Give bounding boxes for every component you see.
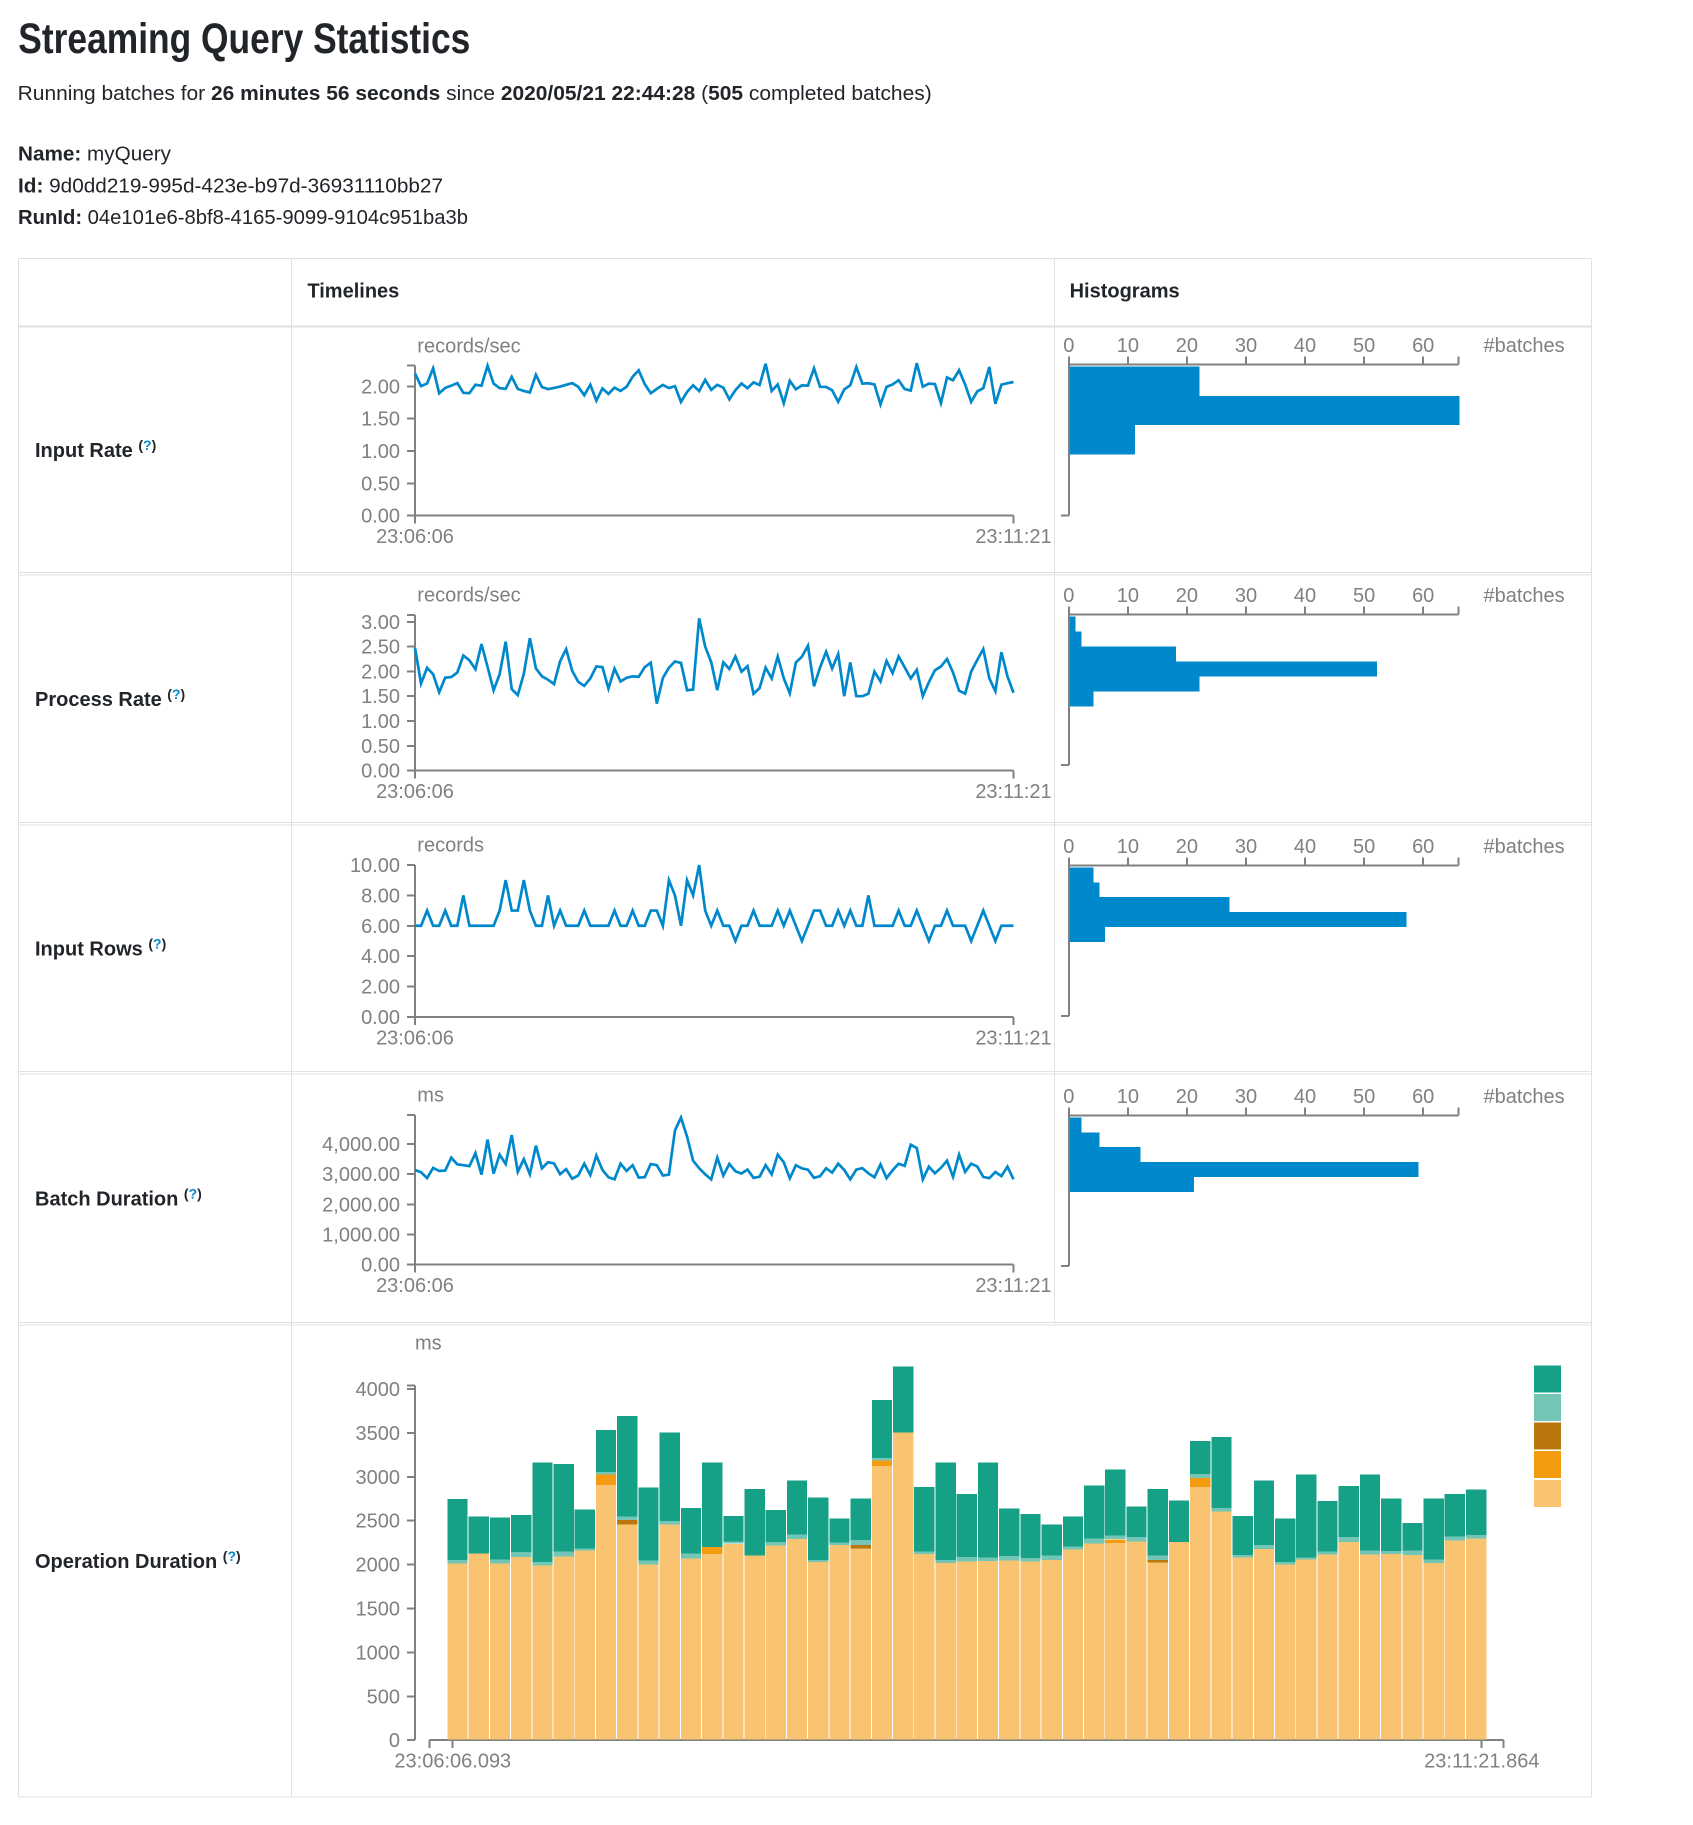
svg-text:1500: 1500	[356, 1599, 401, 1621]
svg-text:2500: 2500	[356, 1511, 401, 1533]
svg-text:0.00: 0.00	[361, 1007, 400, 1029]
svg-text:1000: 1000	[356, 1642, 401, 1664]
svg-text:0.00: 0.00	[361, 506, 400, 528]
svg-text:8.00: 8.00	[361, 885, 400, 907]
svg-text:3000: 3000	[356, 1467, 401, 1489]
svg-text:20: 20	[1176, 1086, 1198, 1108]
svg-text:23:06:06: 23:06:06	[376, 1275, 454, 1297]
svg-text:1.50: 1.50	[361, 686, 400, 708]
svg-text:4,000.00: 4,000.00	[322, 1134, 400, 1156]
svg-text:60: 60	[1412, 1086, 1434, 1108]
svg-text:40: 40	[1294, 585, 1316, 607]
svg-text:2.00: 2.00	[361, 661, 400, 683]
svg-text:23:06:06.093: 23:06:06.093	[394, 1751, 511, 1773]
svg-text:23:11:21: 23:11:21	[975, 781, 1051, 803]
svg-text:#batches: #batches	[1484, 335, 1565, 357]
svg-text:0: 0	[389, 1730, 400, 1752]
svg-text:#batches: #batches	[1484, 1086, 1565, 1108]
svg-text:#batches: #batches	[1484, 836, 1565, 858]
svg-text:1.00: 1.00	[361, 441, 400, 463]
svg-text:Batch Duration (?): Batch Duration (?)	[35, 1186, 202, 1211]
svg-text:Histograms: Histograms	[1070, 281, 1180, 303]
svg-text:50: 50	[1353, 585, 1375, 607]
svg-text:40: 40	[1294, 836, 1316, 858]
svg-text:Process Rate (?): Process Rate (?)	[35, 686, 185, 711]
svg-text:1,000.00: 1,000.00	[322, 1225, 400, 1247]
svg-text:1.50: 1.50	[361, 409, 400, 431]
svg-text:20: 20	[1176, 585, 1198, 607]
svg-text:23:11:21: 23:11:21	[975, 526, 1051, 548]
svg-text:3,000.00: 3,000.00	[322, 1164, 400, 1186]
svg-text:4.00: 4.00	[361, 946, 400, 968]
svg-text:2.50: 2.50	[361, 637, 400, 659]
svg-text:2,000.00: 2,000.00	[322, 1194, 400, 1216]
svg-text:3.00: 3.00	[361, 612, 400, 634]
svg-text:40: 40	[1294, 335, 1316, 357]
svg-text:0.50: 0.50	[361, 736, 400, 758]
svg-text:2.00: 2.00	[361, 977, 400, 999]
svg-text:2.00: 2.00	[361, 376, 400, 398]
svg-text:records/sec: records/sec	[417, 336, 520, 358]
svg-text:60: 60	[1412, 335, 1434, 357]
svg-text:1.00: 1.00	[361, 711, 400, 733]
svg-text:30: 30	[1235, 585, 1257, 607]
svg-text:10: 10	[1117, 836, 1139, 858]
svg-text:0.50: 0.50	[361, 473, 400, 495]
svg-text:ms: ms	[415, 1333, 442, 1355]
svg-text:records: records	[417, 835, 484, 857]
svg-text:23:06:06: 23:06:06	[376, 1027, 454, 1049]
svg-text:50: 50	[1353, 836, 1375, 858]
svg-text:#batches: #batches	[1484, 585, 1565, 607]
svg-text:RunId: 04e101e6-8bf8-4165-9099: RunId: 04e101e6-8bf8-4165-9099-9104c951b…	[18, 207, 468, 229]
svg-text:ms: ms	[417, 1085, 444, 1107]
svg-text:Operation Duration (?): Operation Duration (?)	[35, 1548, 241, 1573]
svg-text:23:11:21: 23:11:21	[975, 1027, 1051, 1049]
svg-text:10: 10	[1117, 335, 1139, 357]
svg-text:10: 10	[1117, 1086, 1139, 1108]
svg-text:10.00: 10.00	[350, 855, 400, 877]
svg-text:500: 500	[367, 1686, 400, 1708]
svg-text:23:11:21.864: 23:11:21.864	[1424, 1751, 1539, 1773]
svg-text:20: 20	[1176, 335, 1198, 357]
svg-text:4000: 4000	[356, 1379, 401, 1401]
svg-text:60: 60	[1412, 585, 1434, 607]
svg-text:23:11:21: 23:11:21	[975, 1275, 1051, 1297]
svg-text:10: 10	[1117, 585, 1139, 607]
svg-text:20: 20	[1176, 836, 1198, 858]
svg-text:40: 40	[1294, 1086, 1316, 1108]
svg-text:60: 60	[1412, 836, 1434, 858]
svg-text:0.00: 0.00	[361, 1255, 400, 1277]
svg-text:records/sec: records/sec	[417, 585, 520, 607]
svg-text:Streaming Query Statistics: Streaming Query Statistics	[18, 15, 470, 63]
svg-text:Id: 9d0dd219-995d-423e-b97d-36: Id: 9d0dd219-995d-423e-b97d-36931110bb27	[18, 175, 443, 197]
svg-text:50: 50	[1353, 335, 1375, 357]
svg-text:3500: 3500	[356, 1423, 401, 1445]
svg-text:50: 50	[1353, 1086, 1375, 1108]
svg-text:0: 0	[1063, 1086, 1074, 1108]
svg-text:23:06:06: 23:06:06	[376, 526, 454, 548]
svg-text:Timelines: Timelines	[307, 281, 399, 303]
svg-text:Input Rate (?): Input Rate (?)	[35, 437, 156, 462]
svg-text:0: 0	[1063, 836, 1074, 858]
svg-text:2000: 2000	[356, 1555, 401, 1577]
svg-text:0: 0	[1063, 585, 1074, 607]
svg-text:Name: myQuery: Name: myQuery	[18, 144, 171, 166]
svg-text:Input Rows (?): Input Rows (?)	[35, 936, 166, 961]
svg-text:30: 30	[1235, 836, 1257, 858]
svg-text:Running batches for 26 minutes: Running batches for 26 minutes 56 second…	[18, 83, 932, 105]
svg-text:23:06:06: 23:06:06	[376, 781, 454, 803]
svg-text:0.00: 0.00	[361, 761, 400, 783]
svg-text:30: 30	[1235, 1086, 1257, 1108]
svg-text:0: 0	[1063, 335, 1074, 357]
svg-text:30: 30	[1235, 335, 1257, 357]
svg-text:6.00: 6.00	[361, 916, 400, 938]
